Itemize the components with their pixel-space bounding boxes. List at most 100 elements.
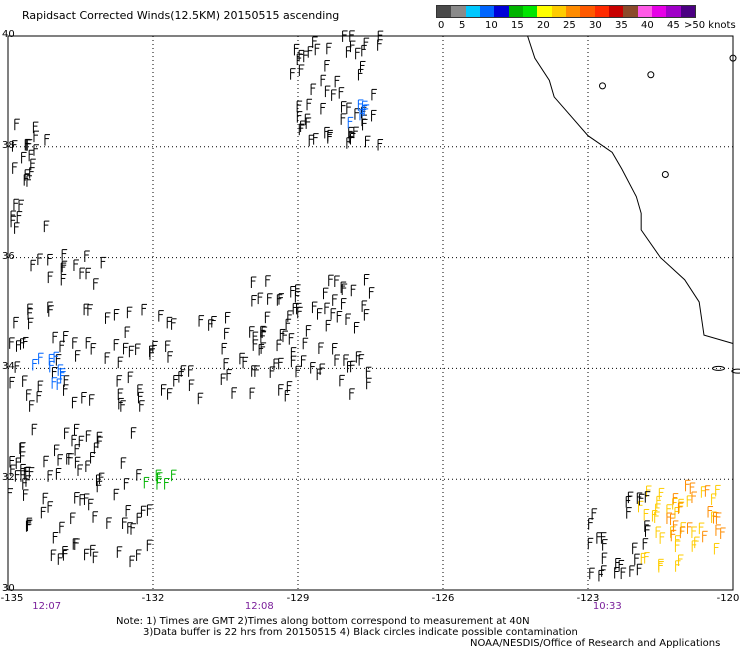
wind-barb [686,495,693,507]
wind-barb [155,469,162,482]
wind-barb [32,121,39,134]
wind-barb [679,526,686,539]
wind-barb [14,470,21,482]
wind-barb [687,522,693,534]
wind-barb [167,351,173,363]
wind-barb [249,387,256,400]
wind-barb [343,354,349,366]
wind-barb [92,551,99,564]
wind-barb [85,267,92,280]
wind-barb [600,532,607,544]
wind-barb [265,275,271,287]
wind-barb [302,337,309,350]
wind-barb [51,377,58,389]
wind-barb [651,510,658,522]
wind-barb [100,256,107,269]
legend-swatch [680,6,695,17]
wind-barb [601,565,607,577]
wind-barb [642,538,649,550]
wind-barb [117,388,124,400]
wind-barb [43,455,49,468]
wind-barb [632,542,638,555]
wind-barb [220,373,227,385]
legend-tick-label: 20 [537,20,550,31]
wind-barb [57,454,64,466]
wind-barb [353,321,360,334]
wind-barb [251,365,257,377]
wind-barb [16,211,23,223]
wind-barb [694,536,700,549]
wind-barb [26,389,32,401]
wind-barb [252,339,259,351]
wind-barb [239,352,245,365]
wind-barb [90,544,96,557]
wind-barb [324,302,330,315]
wind-barb [93,442,100,454]
wind-barb [55,468,62,480]
wind-barb [290,285,296,298]
wind-barb [348,126,354,139]
credit-line: NOAA/NESDIS/Office of Research and Appli… [470,638,721,649]
wind-barb [711,511,717,523]
note-line-1: Note: 1) Times are GMT 2)Times along bot… [116,616,530,627]
wind-barb [276,339,283,352]
wind-barb [296,53,303,66]
wind-barb [334,75,341,88]
wind-barb [260,331,266,343]
wind-barb [93,278,99,290]
wind-barb [146,539,153,552]
legend-swatch [494,6,509,17]
wind-barb [73,259,79,271]
wind-barb [720,527,726,539]
wind-barb [658,487,665,500]
wind-barb [104,312,111,324]
lon-label: -120 [716,593,740,604]
wind-barb [221,342,228,355]
wind-barb [328,274,334,287]
legend-tick-label: 0 [438,20,445,31]
wind-barb [306,98,313,111]
wind-barb [640,552,647,565]
wind-barb [347,361,353,373]
wind-barb [324,60,330,72]
wind-barb [197,392,204,405]
wind-barb [146,504,153,516]
wind-barb [296,111,303,123]
wind-barb [21,151,27,164]
wind-barb [713,542,720,555]
wind-barb [251,295,257,307]
wind-barb [137,384,143,396]
wind-barb [60,273,67,286]
lake-outline [647,71,655,79]
wind-barb [674,535,681,547]
wind-barb [300,120,306,133]
wind-barb [285,318,292,331]
wind-barb [317,308,323,320]
wind-barb [85,430,92,442]
wind-barb [70,512,76,525]
wind-barb [57,553,64,565]
wind-barb [113,339,120,351]
wind-barb [117,356,124,369]
wind-barb [136,512,143,525]
wind-barb [14,118,20,131]
wind-barb [644,552,650,564]
wind-barb [79,494,86,506]
lon-label: -132 [141,593,165,604]
wind-barb [48,353,55,366]
wind-barb [264,311,271,324]
wind-barb [322,287,329,300]
wind-barb [282,330,288,343]
wind-barb [295,365,302,378]
lon-label: -129 [286,593,310,604]
wind-barb [310,362,316,374]
wind-barb [96,480,103,493]
wind-barb [377,30,384,43]
wind-barb [361,300,368,312]
wind-barb [54,444,60,457]
wind-barb [74,492,80,504]
wind-barb [704,485,711,497]
wind-barb [626,507,632,519]
wind-barb [72,538,79,550]
wind-barb [350,284,357,297]
